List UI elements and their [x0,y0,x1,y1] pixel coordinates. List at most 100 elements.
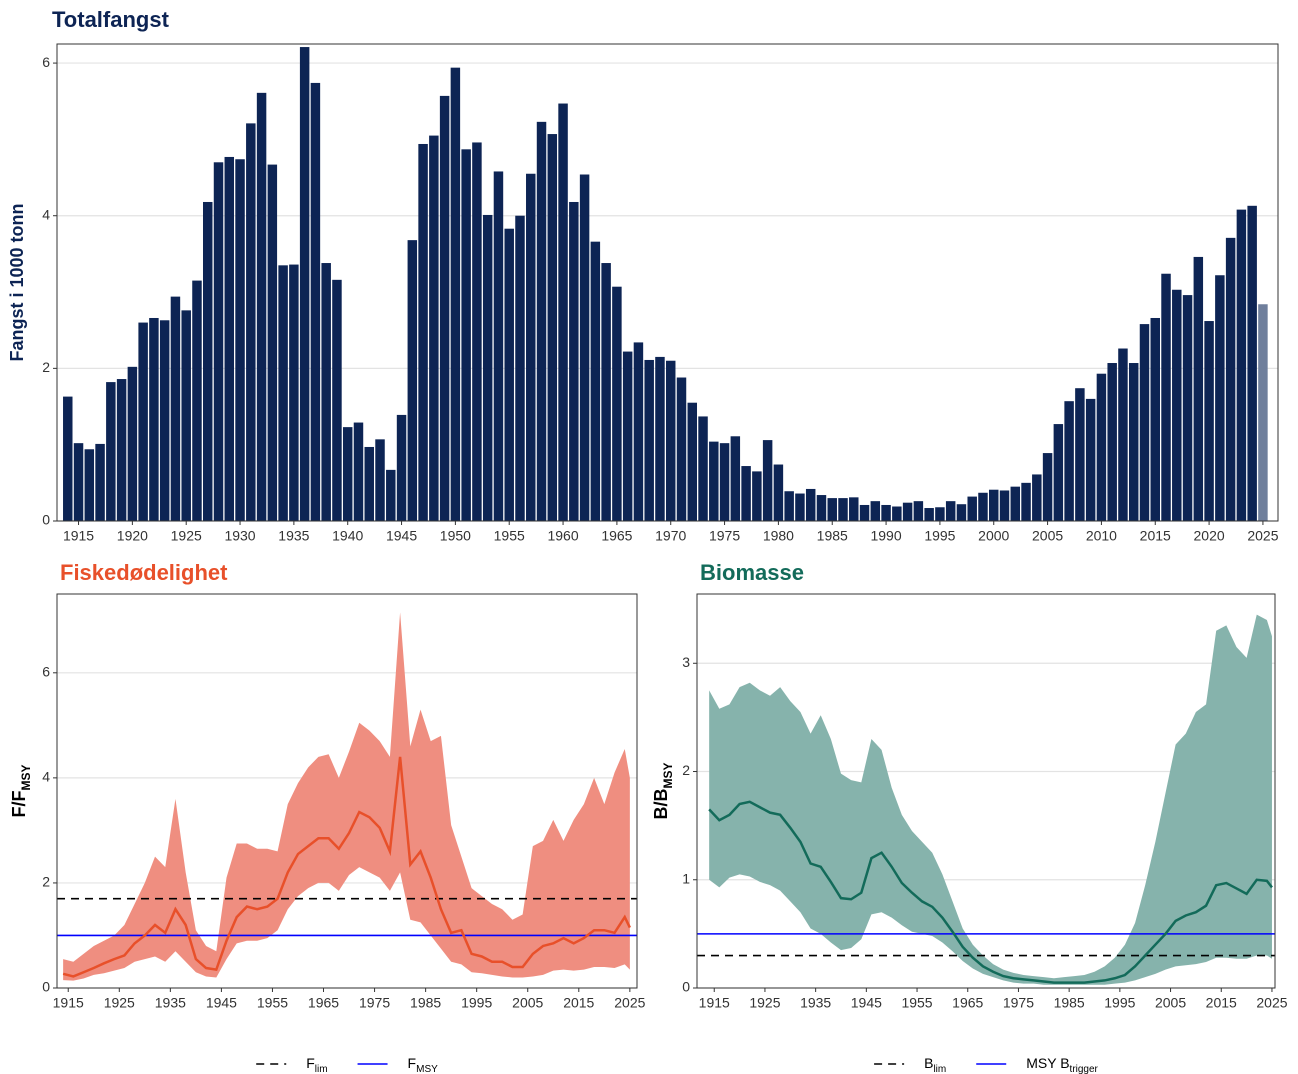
bar [213,162,224,521]
bar [730,436,741,521]
bar [1096,373,1107,521]
x-tick-label: 1995 [924,528,955,544]
bar [159,320,170,521]
bar [526,173,536,521]
bar [181,310,191,521]
x-tick-label: 1980 [763,528,794,544]
x-tick-label: 1960 [547,528,578,544]
x-tick-label: 2025 [614,995,645,1011]
bar [1225,237,1236,522]
bar [913,501,924,521]
bar [1021,482,1031,521]
bar [547,134,558,521]
x-tick-label: 2015 [1140,528,1171,544]
x-tick-label: 1945 [851,995,882,1011]
x-tick-label: 1965 [952,995,983,1011]
bar [945,501,956,521]
bar [106,382,116,521]
bar [989,489,999,521]
bar [924,508,934,521]
bar [149,317,159,521]
x-tick-label: 1970 [655,528,686,544]
y-tick-label: 4 [42,206,50,222]
plot-border [696,593,1276,989]
bar [590,241,601,521]
bar [1075,388,1085,521]
bar [203,201,213,521]
bar [1247,205,1257,521]
x-tick-label: 1930 [224,528,255,544]
legend-label: FMSY [408,1055,439,1074]
legend-label: MSY Btrigger [1026,1055,1098,1074]
bar [1236,209,1247,522]
y-tick-label: 1 [682,870,690,886]
bar [859,504,870,521]
bar [127,366,138,521]
bar [741,466,751,521]
y-axis-label: F/FMSY [9,764,33,817]
y-axis-label-sub: MSY [661,762,675,788]
bar [795,493,805,521]
bar [644,359,654,521]
bar [827,498,837,521]
legend-label: Blim [924,1055,946,1074]
y-axis-label: Fangst i 1000 tonn [7,203,27,361]
legend: Flim FMSY [256,1055,438,1074]
bar [235,159,245,521]
bar [633,342,644,521]
bar [278,265,288,521]
bar [816,495,827,521]
median-line [62,756,631,978]
bar [1085,398,1096,521]
legend-label-sub: lim [315,1064,328,1074]
x-tick-label: 1995 [461,995,492,1011]
y-axis-label-main: F/F [9,791,29,818]
legend: Blim MSY Btrigger [874,1055,1099,1074]
bar [429,135,439,522]
bar [967,496,977,521]
bar [870,501,881,521]
x-tick-label: 1915 [699,995,730,1011]
x-tick-label: 1965 [601,528,632,544]
x-tick-label: 1945 [386,528,417,544]
x-tick-label: 2015 [563,995,594,1011]
bar [1215,275,1225,521]
bar [439,95,450,522]
x-tick-label: 1920 [117,528,148,544]
bar [762,440,773,521]
bar [536,121,547,521]
bar [342,427,353,521]
bar [375,439,385,521]
x-tick-label: 2005 [512,995,543,1011]
uncertainty-band [709,614,1272,985]
x-tick-label: 2010 [1086,528,1117,544]
bar [418,143,428,522]
bar [299,47,310,522]
uncertainty-band [63,612,630,981]
bar [504,228,514,521]
bar [116,379,127,521]
x-tick-label: 1935 [800,995,831,1011]
bar [73,443,84,521]
bar [601,263,611,521]
x-tick-label: 1940 [332,528,363,544]
y-axis-label-sub: MSY [19,764,33,790]
legend-label-sub: MSY [416,1064,438,1074]
x-tick-label: 1935 [278,528,309,544]
bar [472,142,482,521]
x-tick-label: 1925 [749,995,780,1011]
bar [138,322,148,521]
legend-label-main: F [306,1055,315,1071]
x-tick-label: 1990 [870,528,901,544]
bar [192,280,202,521]
bar [1139,324,1150,521]
bar [999,490,1010,521]
x-tick-label: 2025 [1247,528,1278,544]
bar [407,240,418,521]
bar [1182,295,1193,521]
bar [321,263,331,521]
y-tick-label: 0 [42,512,50,528]
bar [450,67,461,521]
y-axis-label-main: B/B [651,789,671,820]
